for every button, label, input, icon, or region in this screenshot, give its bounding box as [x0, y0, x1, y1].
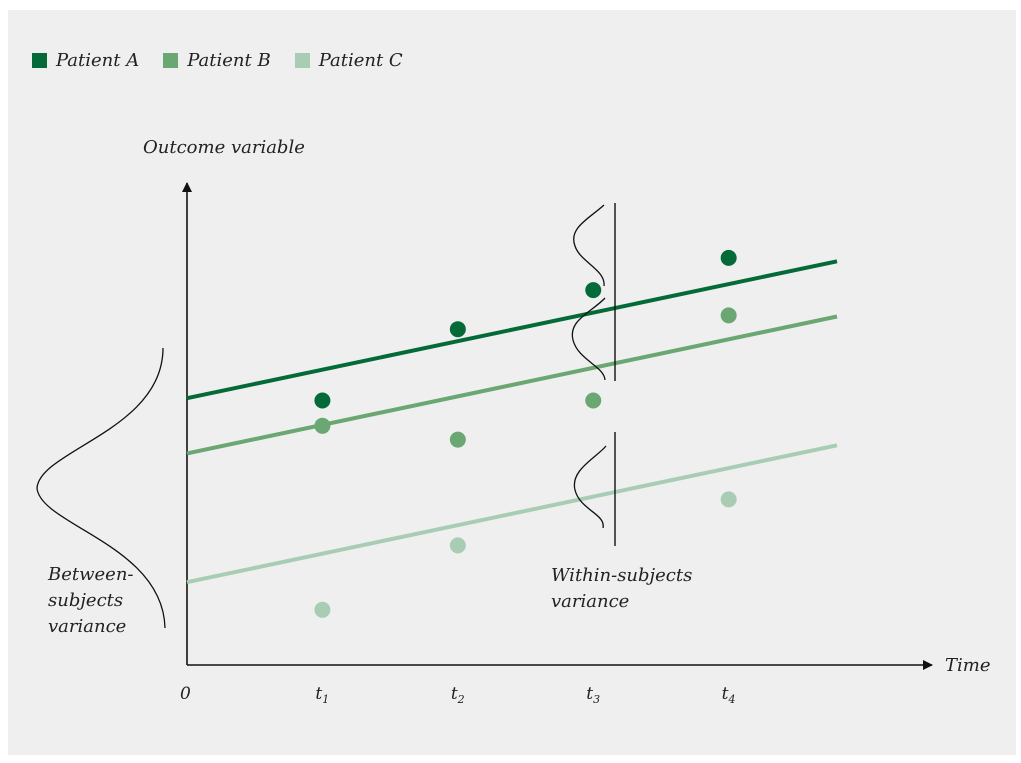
legend-item-patient-b: Patient B — [163, 50, 271, 71]
x-tick-label-1: t1 — [315, 684, 329, 706]
x-tick-subscript-2: 2 — [457, 693, 465, 706]
data-point-patient-b-t4 — [720, 307, 737, 324]
x-tick-subscript-1: 1 — [322, 693, 329, 706]
data-point-patient-c-t1 — [314, 601, 331, 618]
between-subjects-distribution-curve — [36, 347, 166, 629]
data-point-patient-c-t4 — [720, 491, 737, 508]
data-point-patient-a-t3 — [585, 282, 602, 299]
legend-item-patient-a: Patient A — [32, 50, 139, 71]
within-subjects-curve-patient-c — [573, 445, 607, 529]
data-point-patient-a-t2 — [449, 321, 466, 338]
trend-line-patient-a — [186, 259, 838, 401]
y-axis-label: Outcome variable — [143, 137, 305, 158]
x-tick-label-4: t4 — [722, 684, 736, 706]
legend-label-patient-c: Patient C — [318, 50, 403, 71]
legend-swatch-patient-b — [163, 53, 179, 68]
within-subjects-annotation-line-2: variance — [551, 591, 629, 612]
data-point-patient-b-t3 — [585, 392, 602, 409]
x-axis-label: Time — [945, 655, 990, 676]
x-tick-label-2: t2 — [451, 684, 465, 706]
x-tick-label-3: t3 — [586, 684, 600, 706]
data-point-patient-c-t2 — [449, 537, 466, 554]
between-subjects-annotation-line-3: variance — [48, 616, 126, 637]
data-point-patient-a-t4 — [720, 249, 737, 266]
x-tick-subscript-3: 3 — [593, 693, 600, 706]
x-tick-subscript-4: 4 — [728, 693, 736, 706]
trend-line-patient-c — [186, 443, 838, 585]
between-subjects-annotation-line-2: subjects — [48, 590, 123, 611]
origin-label: 0 — [180, 684, 191, 704]
legend-swatch-patient-c — [294, 53, 310, 68]
legend-item-patient-c: Patient C — [294, 50, 403, 71]
legend: Patient A Patient B Patient C — [32, 50, 427, 71]
within-subjects-curve-patient-a — [573, 204, 605, 287]
legend-label-patient-b: Patient B — [187, 50, 271, 71]
trend-line-patient-b — [186, 314, 838, 456]
data-point-patient-b-t1 — [314, 417, 331, 434]
legend-label-patient-a: Patient A — [56, 50, 140, 71]
data-point-patient-b-t2 — [449, 431, 466, 448]
figure-panel — [8, 10, 1016, 755]
data-point-patient-a-t1 — [314, 392, 331, 409]
legend-swatch-patient-a — [32, 53, 47, 68]
between-subjects-annotation-line-1: Between- — [47, 564, 134, 585]
within-subjects-annotation-line-1: Within-subjects — [551, 565, 692, 586]
within-subjects-curve-patient-b — [571, 297, 606, 381]
